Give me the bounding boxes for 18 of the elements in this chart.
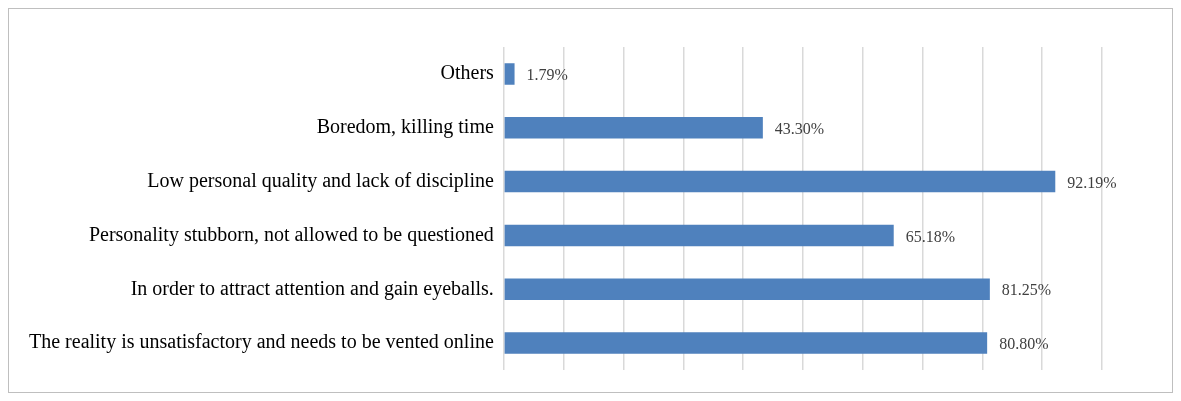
data-label: 65.18% — [905, 227, 956, 245]
bar — [504, 116, 763, 139]
data-label: 81.25% — [1001, 281, 1052, 299]
data-label: 1.79% — [526, 66, 568, 84]
y-tick-label: Others — [440, 61, 495, 84]
y-tick-label: Boredom, killing time — [316, 115, 494, 138]
y-tick-label: Personality stubborn, not allowed to be questioned — [88, 222, 494, 246]
data-label: 92.19% — [1067, 173, 1117, 191]
data-label: 80.80% — [999, 335, 1049, 353]
bar — [504, 224, 894, 247]
y-tick-label: Low personal quality and lack of discipline — [147, 168, 494, 192]
data-label: 43.30% — [774, 119, 825, 137]
bar — [504, 278, 990, 301]
y-tick-label: The reality is unsatisfactory and needs to be vented online — [28, 330, 494, 354]
bar — [504, 332, 988, 354]
y-tick-label: In order to attract attention and gain eyeballs. — [130, 276, 494, 300]
bar — [504, 170, 1056, 193]
bar — [504, 63, 515, 85]
